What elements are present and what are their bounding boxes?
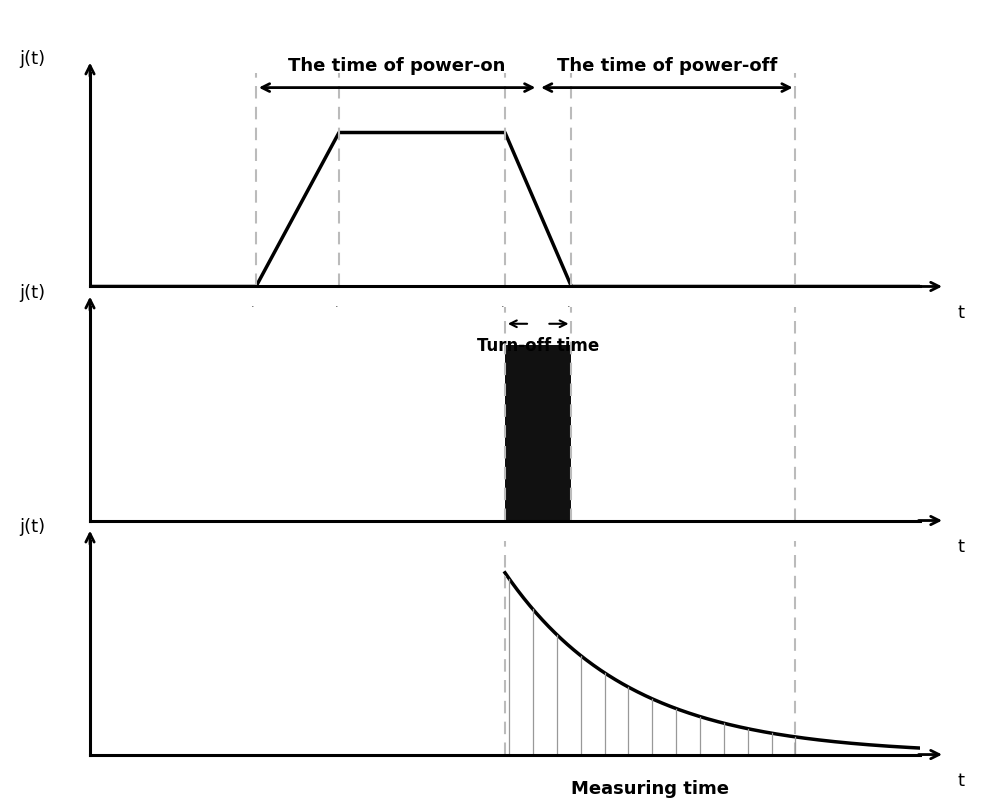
- Text: t: t: [957, 537, 964, 556]
- Text: j(t): j(t): [19, 50, 45, 69]
- Text: $t_2$: $t_2$: [498, 303, 512, 324]
- Bar: [505, 345, 571, 521]
- Text: Turn-off time: Turn-off time: [477, 337, 599, 354]
- Text: $t_3$: $t_3$: [564, 303, 579, 324]
- Text: t: t: [957, 303, 964, 322]
- Text: t: t: [957, 771, 964, 790]
- Text: j(t): j(t): [19, 518, 45, 537]
- Text: $t_1$: $t_1$: [332, 303, 346, 324]
- Text: $t_0$: $t_0$: [248, 303, 264, 324]
- Text: j(t): j(t): [19, 284, 45, 303]
- Text: The time of power-on: The time of power-on: [288, 56, 506, 75]
- Text: Measuring time: Measuring time: [571, 780, 729, 798]
- Text: The time of power-off: The time of power-off: [557, 56, 777, 75]
